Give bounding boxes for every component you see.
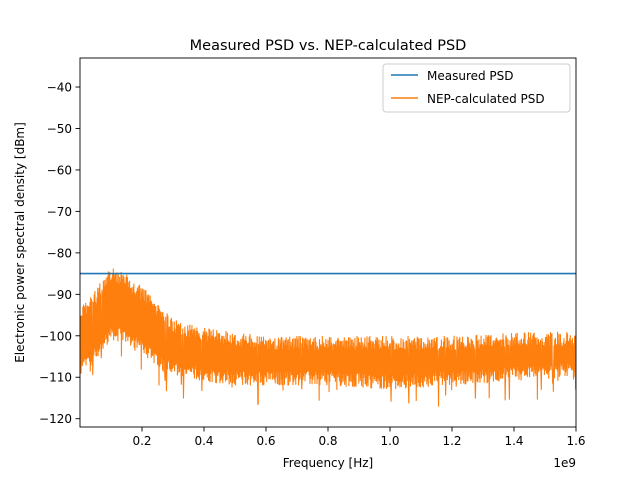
legend-label-nep: NEP-calculated PSD — [427, 92, 545, 106]
x-tick-label: 1.4 — [504, 434, 523, 448]
legend-box — [382, 63, 571, 113]
chart-title: Measured PSD vs. NEP-calculated PSD — [190, 38, 467, 54]
y-tick-label: −60 — [47, 163, 72, 177]
x-tick-label: 1.0 — [380, 434, 399, 448]
x-tick-label: 0.4 — [194, 434, 213, 448]
y-axis-label: Electronic power spectral density [dBm] — [13, 122, 27, 363]
x-axis: 0.2 0.4 0.6 0.8 1.0 1.2 1.4 1.6 — [132, 427, 586, 448]
x-tick-label: 0.6 — [256, 434, 275, 448]
legend-label-measured: Measured PSD — [427, 69, 514, 83]
legend: Measured PSD NEP-calculated PSD — [382, 63, 571, 113]
y-tick-label: −80 — [47, 246, 72, 260]
y-axis: −40 −50 −60 −70 −80 −90 −100 −110 −120 — [39, 81, 80, 426]
x-tick-label: 0.2 — [132, 434, 151, 448]
y-tick-label: −50 — [47, 122, 72, 136]
x-tick-label: 1.2 — [442, 434, 461, 448]
series-nep-calculated-psd — [80, 268, 576, 407]
x-tick-label: 0.8 — [318, 434, 337, 448]
y-tick-label: −110 — [39, 371, 72, 385]
y-tick-label: −100 — [39, 329, 72, 343]
x-tick-label: 1.6 — [566, 434, 585, 448]
y-tick-label: −90 — [47, 288, 72, 302]
y-tick-label: −40 — [47, 81, 72, 95]
y-tick-label: −70 — [47, 205, 72, 219]
series-layer — [80, 268, 576, 407]
x-axis-offset-label: 1e9 — [553, 456, 576, 470]
x-axis-label: Frequency [Hz] — [283, 456, 374, 470]
y-tick-label: −120 — [39, 412, 72, 426]
